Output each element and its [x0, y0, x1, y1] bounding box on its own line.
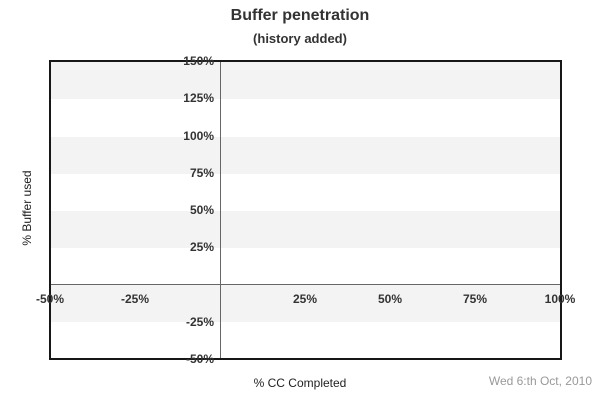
y-tick-125: 125%	[183, 91, 214, 105]
x-tick-50: 50%	[377, 292, 403, 306]
plot-band-50-25	[51, 211, 560, 249]
plot-band-0-neg25	[51, 285, 560, 323]
y-tick-50: 50%	[189, 203, 214, 217]
x-zero-axis-line	[220, 62, 221, 358]
plot-band-150-125	[51, 62, 560, 100]
x-tick-neg50: -50%	[35, 292, 64, 306]
x-axis-title: % CC Completed	[253, 376, 347, 390]
chart-title: Buffer penetration	[230, 7, 370, 24]
plot-area-border	[49, 60, 562, 360]
y-tick-100: 100%	[183, 129, 214, 143]
y-tick-neg25: -25%	[185, 315, 214, 329]
x-tick-100: 100%	[544, 292, 576, 306]
y-tick-75: 75%	[189, 166, 214, 180]
date-stamp: Wed 6:th Oct, 2010	[488, 374, 592, 388]
x-tick-neg25: -25%	[120, 292, 149, 306]
plot-band-100-75	[51, 136, 560, 174]
x-tick-25: 25%	[292, 292, 318, 306]
y-tick-25: 25%	[189, 240, 214, 254]
y-zero-axis-line	[51, 284, 560, 285]
y-tick-neg50: -50%	[185, 352, 214, 366]
x-tick-75: 75%	[462, 292, 488, 306]
y-tick-150: 150%	[183, 54, 214, 68]
chart-subtitle: (history added)	[253, 31, 347, 46]
